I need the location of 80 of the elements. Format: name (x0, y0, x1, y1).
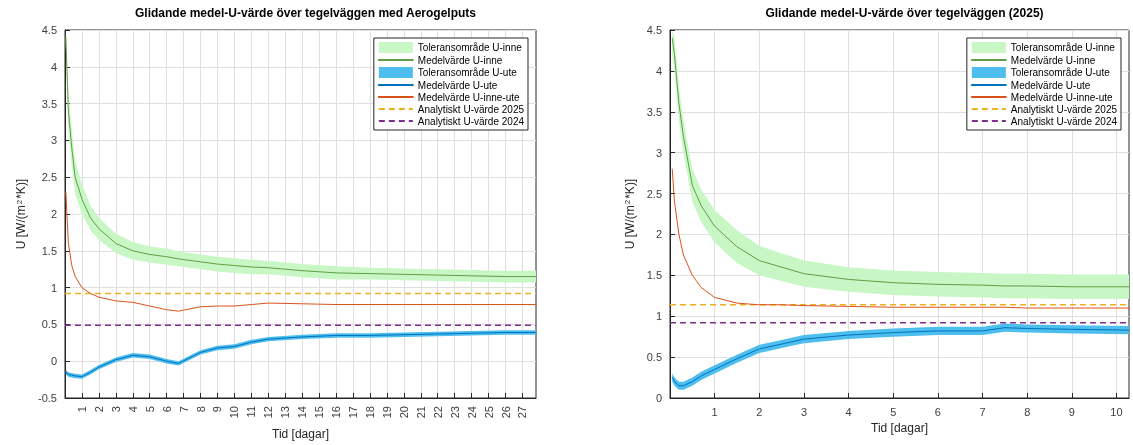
x-tick-label: 3 (800, 405, 808, 418)
y-tick-label: 4 (50, 60, 57, 73)
y-tick-label: -0.5 (38, 392, 57, 404)
y-tick-label: 0.5 (41, 318, 57, 331)
y-tick-label: 4 (655, 64, 662, 77)
x-tick-label: 4 (126, 406, 139, 413)
legend-label: Analytiskt U-värde 2025 (1010, 103, 1118, 115)
legend-label: Toleransområde U-inne (417, 42, 523, 53)
y-tick-label: 2 (655, 228, 662, 241)
y-tick-label: 1 (655, 310, 662, 323)
legend-label: Analytiskt U-värde 2025 (417, 103, 525, 115)
legend-label: Medelvärde U-ute (1010, 79, 1091, 91)
x-tick-label: 8 (1024, 405, 1031, 418)
x-tick-label: 7 (177, 406, 190, 413)
x-axis-title: Tid [dagar] (871, 420, 928, 435)
x-tick-label: 27 (516, 406, 529, 419)
y-tick-label: 3 (50, 134, 57, 147)
chart-title: Glidande medel-U-värde över tegelväggen (2025) (765, 6, 1044, 20)
y-tick-label: 1 (50, 281, 57, 294)
x-tick-label: 9 (1068, 405, 1075, 418)
line-series (671, 168, 1130, 309)
y-tick-label: 0 (655, 392, 662, 404)
y-tick-label: 2.5 (646, 187, 662, 200)
y-tick-label: 1.5 (41, 244, 57, 257)
y-tick-label: 4.5 (646, 24, 662, 36)
y-tick-label: 3 (655, 146, 662, 159)
x-tick-label: 13 (279, 406, 292, 419)
legend-label: Medelvärde U-inne (1010, 54, 1096, 66)
y-tick-label: 0.5 (646, 351, 662, 364)
legend-label: Medelvärde U-inne-ute (1010, 91, 1113, 103)
line-series (65, 191, 537, 312)
x-tick-label: 7 (979, 405, 986, 418)
x-tick-label: 4 (845, 405, 852, 418)
legend-label: Toleransområde U-ute (1010, 67, 1111, 78)
x-tick-label: 9 (211, 406, 224, 413)
x-tick-label: 14 (296, 406, 309, 419)
y-tick-label: 1.5 (646, 269, 662, 282)
x-tick-label: 25 (482, 406, 495, 419)
x-tick-label: 1 (75, 406, 88, 413)
x-tick-label: 21 (414, 406, 427, 419)
legend-label: Medelvärde U-ute (417, 79, 498, 91)
y-axis-title: U [W/(m2*K)] (622, 178, 637, 250)
x-tick-label: 19 (380, 406, 393, 419)
legend-label: Toleransområde U-ute (417, 67, 518, 78)
x-tick-label: 8 (194, 406, 207, 413)
x-tick-label: 6 (160, 406, 173, 413)
x-tick-label: 12 (262, 406, 275, 419)
y-tick-label: 0 (50, 355, 57, 368)
chart-title: Glidande medel-U-värde över tegelväggen med Aerogelputs (135, 6, 477, 20)
x-tick-label: 2 (756, 405, 763, 418)
y-tick-label: 4.5 (41, 24, 57, 36)
x-tick-label: 18 (363, 406, 376, 419)
x-tick-label: 10 (228, 406, 241, 419)
x-tick-label: 22 (431, 406, 444, 419)
y-tick-label: 2.5 (41, 171, 57, 184)
x-tick-label: 10 (1110, 405, 1123, 418)
x-axis-title: Tid [dagar] (272, 427, 329, 441)
legend-label: Analytiskt U-värde 2024 (1010, 115, 1118, 127)
x-tick-label: 6 (934, 405, 941, 418)
x-tick-label: 16 (330, 406, 343, 419)
legend-label: Analytiskt U-värde 2024 (417, 115, 525, 127)
x-tick-label: 23 (448, 406, 461, 419)
x-tick-label: 5 (890, 405, 897, 418)
x-tick-label: 17 (347, 406, 360, 419)
legend-label: Toleransområde U-inne (1010, 42, 1116, 53)
y-axis-title: U [W/(m2*K)] (14, 178, 29, 250)
legend-label: Medelvärde U-inne-ute (417, 91, 520, 103)
y-tick-label: 2 (50, 208, 57, 220)
x-tick-label: 3 (109, 406, 122, 413)
x-tick-label: 2 (92, 406, 105, 413)
x-tick-label: 26 (499, 406, 512, 419)
x-tick-label: 24 (465, 406, 478, 419)
x-tick-label: 1 (711, 405, 718, 418)
y-tick-label: 3.5 (41, 97, 57, 110)
x-tick-label: 11 (245, 406, 258, 418)
legend-label: Medelvärde U-inne (417, 54, 503, 66)
x-tick-label: 15 (313, 406, 326, 419)
y-tick-label: 3.5 (646, 105, 662, 118)
x-tick-label: 20 (397, 406, 410, 419)
x-tick-label: 5 (143, 406, 156, 413)
